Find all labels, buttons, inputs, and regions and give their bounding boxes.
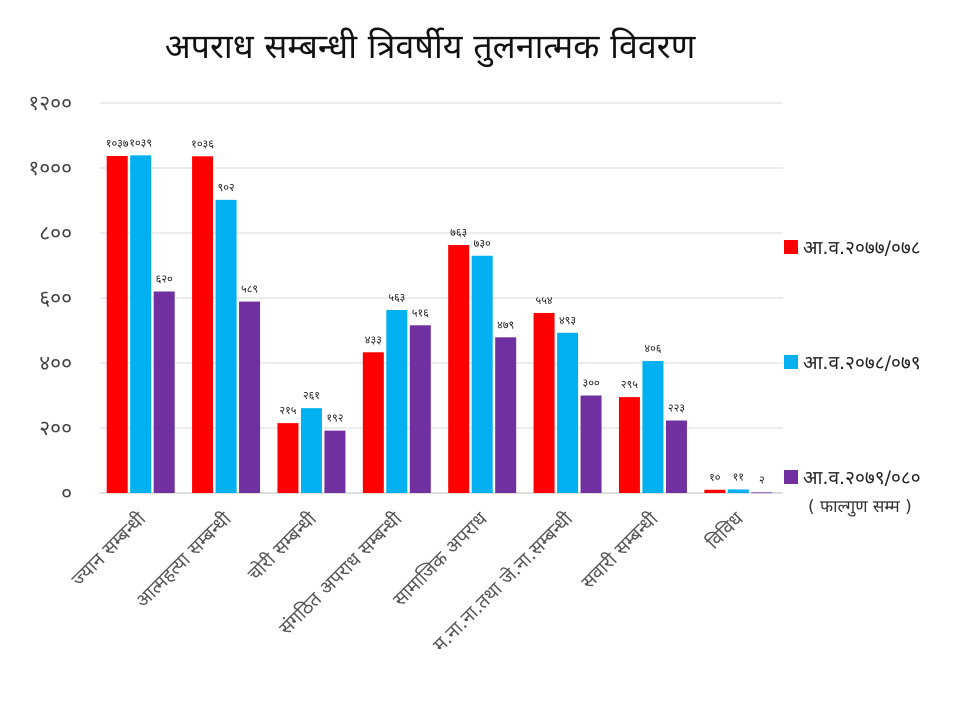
x-tick-label: सवारी सम्बन्धी: [576, 507, 663, 594]
data-label: ११: [733, 470, 744, 483]
y-tick-label: १२००: [28, 91, 72, 115]
data-labels: १०३७ १०३९ ६२० १०३६ ९०२ ५८९ २१५ २६१ १९२ ४३३ ५६३ ५१६ ७…: [106, 136, 765, 486]
bar: [495, 337, 517, 493]
y-tick-label: ४००: [39, 351, 72, 375]
y-tick-label: ६००: [39, 286, 72, 310]
bar: [362, 352, 384, 493]
bar: [580, 395, 602, 493]
data-label: ५८९: [241, 283, 258, 296]
legend-swatch: [784, 240, 798, 254]
data-label: ९०२: [217, 181, 234, 194]
data-label: ४०६: [644, 342, 661, 355]
y-axis: ० २०० ४०० ६०० ८०० १००० १२००: [28, 91, 72, 505]
data-label: २२३: [668, 402, 685, 415]
bar: [727, 489, 749, 493]
bars: [106, 155, 773, 494]
bar: [642, 361, 664, 493]
gridlines: [100, 102, 783, 494]
data-label: १०३७: [106, 137, 129, 150]
bar: [557, 332, 579, 493]
data-label: ३००: [582, 377, 599, 390]
data-label: १०: [709, 471, 721, 484]
data-label: ४९३: [559, 314, 576, 327]
data-label: ५१६: [412, 306, 429, 319]
legend: आ.व.२०७७/०७८ आ.व.२०७८/०७९ आ.व.२०७९/०८० ( फा…: [784, 237, 921, 517]
y-tick-label: १०००: [28, 156, 72, 180]
legend-label: आ.व.२०७९/०८०: [803, 467, 921, 489]
bar: [215, 199, 237, 493]
legend-note: ( फाल्गुण सम्म ): [808, 497, 912, 517]
y-tick-label: ०: [61, 481, 72, 505]
data-label: ५५४: [535, 294, 552, 307]
bar: [704, 489, 726, 493]
data-label: ६२०: [156, 273, 173, 286]
chart-title: अपराध सम्बन्धी त्रिवर्षीय तुलनात्मक विवर…: [165, 27, 697, 68]
x-tick-label: विविध: [701, 507, 748, 554]
legend-label: आ.व.२०७८/०७९: [803, 352, 921, 374]
bar: [448, 245, 470, 493]
data-label: १९२: [326, 412, 343, 425]
bar: [277, 423, 299, 493]
bar: [751, 492, 773, 494]
x-tick-label: म.ना.ना.तथा जे.ना.सम्बन्धी: [428, 507, 578, 657]
data-label: २९५: [621, 378, 638, 391]
legend-swatch: [784, 355, 798, 369]
bar: [130, 155, 152, 493]
data-label: १०३९: [129, 136, 152, 149]
data-label: १०३६: [191, 137, 214, 150]
legend-label: आ.व.२०७७/०७८: [803, 237, 921, 259]
data-label: ५६३: [388, 291, 405, 304]
bar: [618, 397, 640, 493]
data-label: ४७९: [497, 318, 514, 331]
data-label: २१५: [279, 404, 296, 417]
data-label: ७६३: [450, 226, 467, 239]
bar: [192, 156, 214, 494]
data-label: २६१: [303, 389, 320, 402]
bar: [153, 291, 175, 493]
bar: [239, 301, 261, 493]
bar: [409, 325, 431, 493]
data-label: २: [759, 473, 765, 486]
bar: [533, 312, 555, 493]
bar: [324, 430, 346, 493]
data-label: ४३३: [365, 333, 382, 346]
y-tick-label: २००: [39, 416, 72, 440]
legend-swatch: [784, 470, 798, 484]
bar: [386, 310, 408, 493]
data-label: ७३०: [474, 237, 491, 250]
bar: [665, 420, 687, 493]
bar: [106, 155, 128, 493]
x-tick-label: चोरी सम्बन्धी: [243, 507, 322, 586]
bar: [471, 255, 493, 493]
x-tick-label: ज्यान सम्बन्धी: [67, 507, 151, 591]
x-axis: ज्यान सम्बन्धीआत्महत्या सम्बन्धी चोरी सम्…: [67, 507, 748, 657]
y-tick-label: ८००: [39, 221, 72, 245]
bar: [300, 408, 322, 493]
